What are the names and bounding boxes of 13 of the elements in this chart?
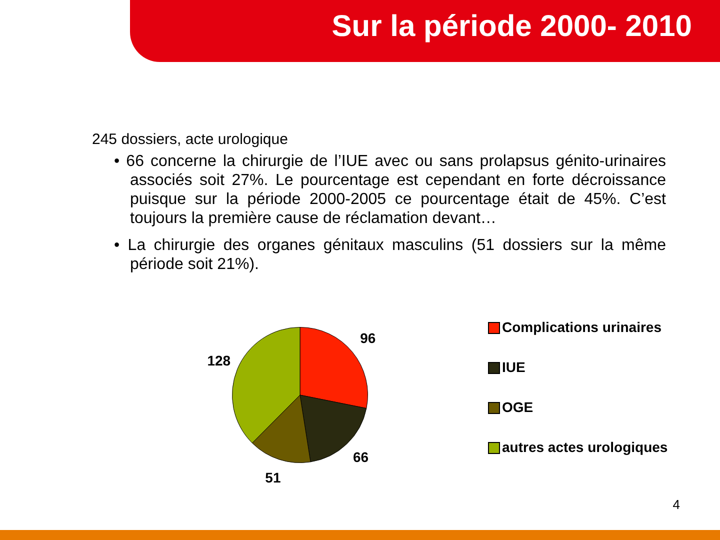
text: 245 dossiers, acte urologique — [92, 131, 288, 148]
data-label: 66 — [352, 449, 369, 466]
data-label: 51 — [265, 469, 281, 486]
text: • La chirurgie des organes génitaux masculins (51 dossiers sur la même période soit 21%). — [114, 236, 666, 274]
legend-label: IUE — [502, 359, 526, 375]
chart-title: Sur la période 2000- 2010 — [332, 10, 692, 44]
legend-label: OGE — [502, 399, 534, 415]
text: 4 — [672, 497, 680, 512]
data-label: 128 — [207, 352, 231, 368]
legend-label: Complications urinaires — [502, 319, 662, 335]
legend-label: autres actes urologiques — [502, 439, 668, 455]
data-label: 96 — [360, 330, 376, 346]
text: • 66 concerne la chirurgie de l’IUE avec ou sans prolapsus génito-urinaires associés soit 27%. Le pourcentage est cependant en forte décroissance puisque sur la période 2000-2005 ce pourcentage était de 45%. C’est toujours la première cause de réclamation devant… — [114, 152, 666, 228]
